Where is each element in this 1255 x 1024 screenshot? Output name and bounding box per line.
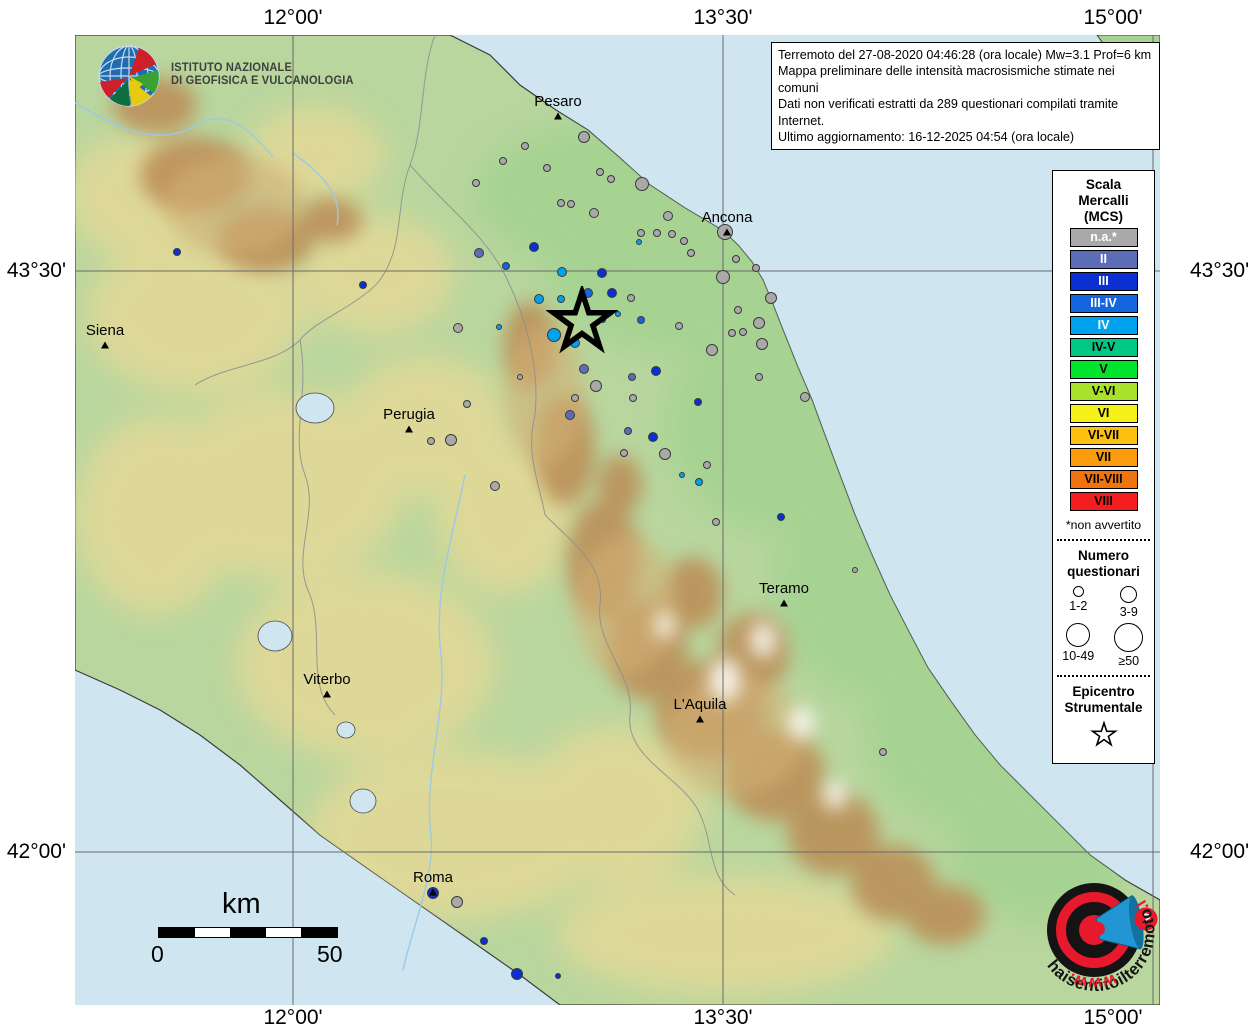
questionnaire-size-item: ≥50 (1104, 623, 1155, 668)
ingv-brand: ISTITUTO NAZIONALE DI GEOFISICA E VULCAN… (97, 44, 361, 108)
svg-text:www.: www. (1066, 969, 1120, 992)
mercalli-swatch-VII: VII (1069, 448, 1138, 467)
info-line-updated: Ultimo aggiornamento: 16-12-2025 04:54 (… (778, 130, 1075, 145)
scale-start-label: 0 (151, 941, 164, 967)
epicenter-legend-title: Epicentro Strumentale (1064, 684, 1143, 715)
longitude-label-bottom: 12°00' (263, 1006, 323, 1024)
mercalli-swatch-VIII: VIII (1069, 492, 1138, 511)
size-circle-icon (1072, 586, 1084, 597)
latitude-label-left: 43°30' (6, 259, 66, 282)
legend-footnote: *non avvertito (1065, 518, 1142, 532)
mercalli-swatch-IV-V: IV-V (1069, 338, 1138, 357)
legend-separator-2 (1057, 675, 1150, 677)
size-range-label: 3-9 (1119, 605, 1138, 619)
svg-text:?: ? (1139, 910, 1152, 929)
mercalli-swatch-VI: VI (1069, 404, 1138, 423)
longitude-label-top: 15°00' (1083, 6, 1143, 29)
questionnaire-title: Numero questionari (1067, 548, 1140, 579)
mercalli-swatch-III: III (1069, 272, 1138, 291)
longitude-label-top: 13°30' (693, 6, 753, 29)
questionnaire-size-item: 10-49 (1053, 623, 1104, 668)
earthquake-info-box: Terremoto del 27-08-2020 04:46:28 (ora l… (771, 42, 1160, 151)
size-range-label: ≥50 (1118, 654, 1140, 668)
mercalli-swatch-VII-VIII: VII-VIII (1069, 470, 1138, 489)
questionnaire-size-legend: 1-2 3-9 10-49 ≥50 (1053, 586, 1154, 668)
info-line-event: Terremoto del 27-08-2020 04:46:28 (ora l… (778, 48, 1152, 62)
lakes (257, 392, 377, 814)
mercalli-swatch-V-VI: V-VI (1069, 382, 1138, 401)
size-circle-icon (1066, 623, 1091, 647)
ingv-name: ISTITUTO NAZIONALE DI GEOFISICA E VULCAN… (171, 62, 354, 87)
latitude-label-right: 42°00' (1190, 840, 1250, 863)
longitude-label-bottom: 15°00' (1083, 1006, 1143, 1024)
size-range-label: 1-2 (1069, 599, 1088, 613)
size-circle-icon (1120, 586, 1138, 603)
haisentitoilterremoto-logo: ? haisentitoilterremoto.it www. (1021, 846, 1167, 1008)
megaphone-icon (1090, 894, 1144, 950)
epicenter-legend-star-icon (1089, 720, 1118, 747)
mercalli-scale-list: n.a.* II III III-IV IV IV-V V V-VI VI VI-VII VII VI… (1053, 228, 1154, 511)
size-circle-icon (1114, 623, 1144, 652)
mercalli-swatch-na: n.a.* (1069, 228, 1138, 247)
latitude-label-left: 42°00' (6, 840, 66, 863)
terrain-shading (75, 77, 1130, 995)
questionnaire-size-item: 3-9 (1104, 586, 1155, 619)
mercalli-swatch-V: V (1069, 360, 1138, 379)
scale-bar-segments (158, 927, 338, 938)
ingv-globe-logo (98, 45, 160, 107)
mercalli-swatch-VI-VII: VI-VII (1069, 426, 1138, 445)
mercalli-swatch-IV: IV (1069, 316, 1138, 335)
questionnaire-size-item: 1-2 (1053, 586, 1104, 619)
question-badge (1134, 907, 1158, 931)
legend-panel: Scala Mercalli (MCS) n.a.* II III III-IV IV I… (1052, 170, 1155, 764)
mercalli-swatch-II: II (1069, 250, 1138, 269)
scale-end-label: 50 (317, 941, 343, 967)
latitude-label-right: 43°30' (1190, 259, 1250, 282)
longitude-label-top: 12°00' (263, 6, 323, 29)
scale-unit-label: km (222, 888, 261, 920)
info-line-map-desc: Mappa preliminare delle intensità macros… (778, 64, 1115, 95)
mercalli-swatch-III-IV: III-IV (1069, 294, 1138, 313)
map-viewport (75, 35, 1160, 1005)
legend-title: Scala Mercalli (MCS) (1078, 177, 1129, 224)
longitude-label-bottom: 13°30' (693, 1006, 753, 1024)
size-range-label: 10-49 (1062, 649, 1095, 663)
terrain-map (75, 35, 1160, 1005)
rivers (75, 102, 466, 971)
legend-separator (1057, 539, 1150, 541)
epicenter-star (545, 283, 619, 363)
info-line-data-desc: Dati non verificati estratti da 289 ques… (778, 97, 1119, 128)
